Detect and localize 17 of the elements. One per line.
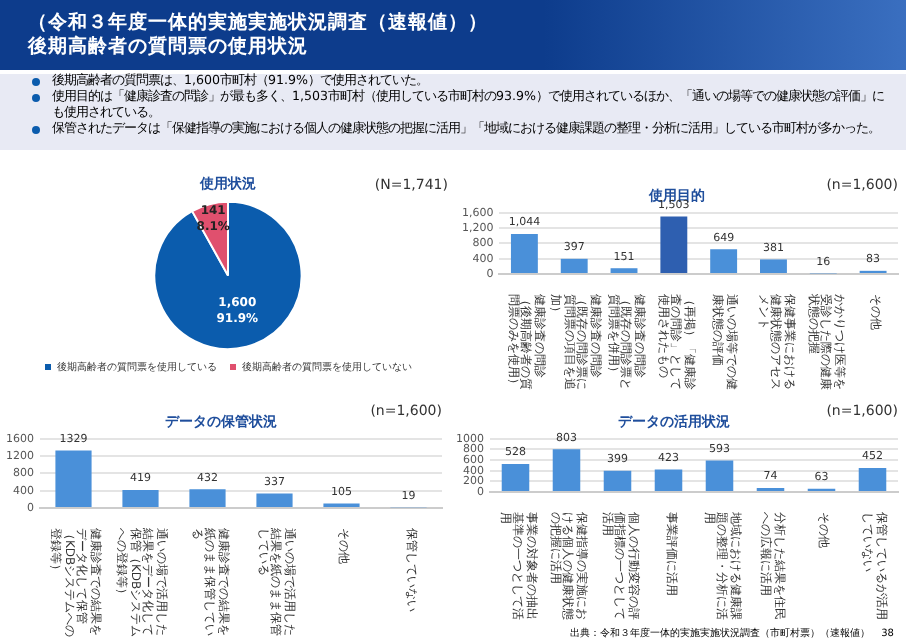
bar <box>560 258 588 273</box>
bar <box>603 470 632 491</box>
bar <box>256 493 293 507</box>
bar <box>501 463 530 491</box>
bar <box>858 467 887 491</box>
bar <box>760 259 787 273</box>
bar <box>705 460 734 491</box>
bar <box>122 489 159 507</box>
bar <box>552 449 581 491</box>
bar <box>189 489 226 507</box>
bar <box>55 450 92 507</box>
bar <box>660 216 688 273</box>
text: （令和３年度一体的実施実施状況調査（速報値）） <box>28 12 490 35</box>
text: 後期高齢者の質問票の使用状況 <box>28 36 310 60</box>
bar <box>654 469 683 491</box>
bar <box>510 234 538 273</box>
bar <box>710 249 738 273</box>
